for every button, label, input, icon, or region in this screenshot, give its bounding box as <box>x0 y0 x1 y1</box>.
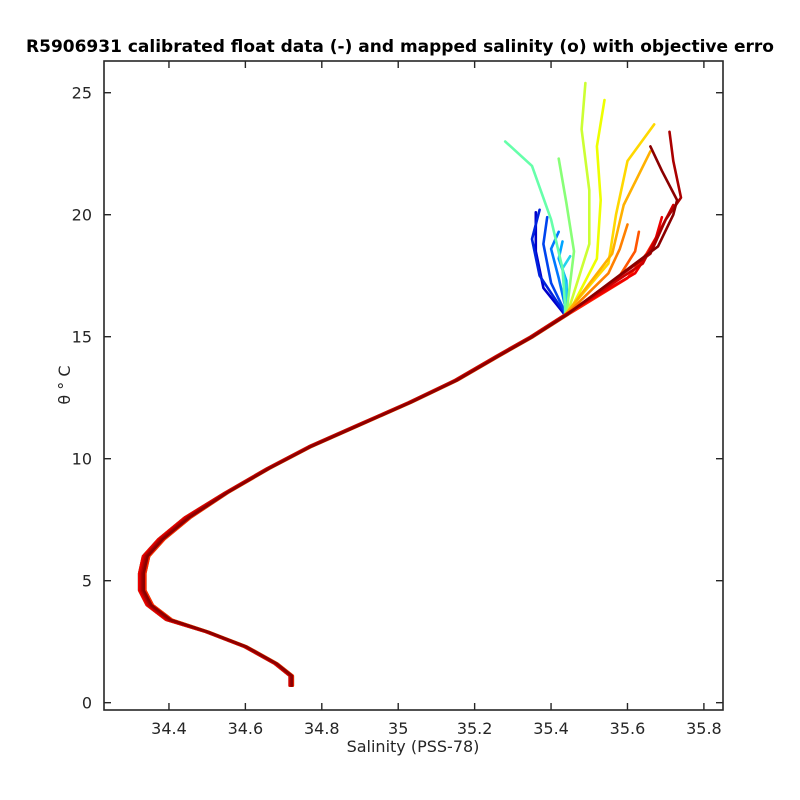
y-tick-label: 20 <box>72 206 92 225</box>
y-tick-label: 0 <box>82 694 92 713</box>
x-axis-ticks: 34.4 34.6 34.8 35 35.2 35.4 35.6 35.8 <box>151 61 722 738</box>
profile-lines <box>137 81 683 687</box>
y-axis-ticks: 0 5 10 15 20 25 <box>72 84 723 713</box>
y-tick-label: 10 <box>72 450 92 469</box>
x-tick-label: 35.6 <box>610 719 646 738</box>
chart-title: R5906931 calibrated float data (-) and m… <box>26 37 774 57</box>
plot-area <box>104 61 723 710</box>
x-axis-label: Salinity (PSS-78) <box>347 737 480 756</box>
x-tick-label: 35.2 <box>457 719 493 738</box>
y-tick-label: 15 <box>72 328 92 347</box>
y-tick-label: 5 <box>82 572 92 591</box>
axes-box <box>103 60 724 711</box>
x-tick-label: 34.6 <box>228 719 264 738</box>
x-tick-label: 34.8 <box>304 719 340 738</box>
x-tick-label: 35 <box>388 719 408 738</box>
profile-line <box>142 145 679 687</box>
x-tick-label: 35.4 <box>533 719 569 738</box>
x-tick-label: 35.8 <box>686 719 722 738</box>
y-tick-label: 25 <box>72 84 92 103</box>
x-tick-label: 34.4 <box>151 719 187 738</box>
y-axis-label: θ ° C <box>55 365 74 404</box>
